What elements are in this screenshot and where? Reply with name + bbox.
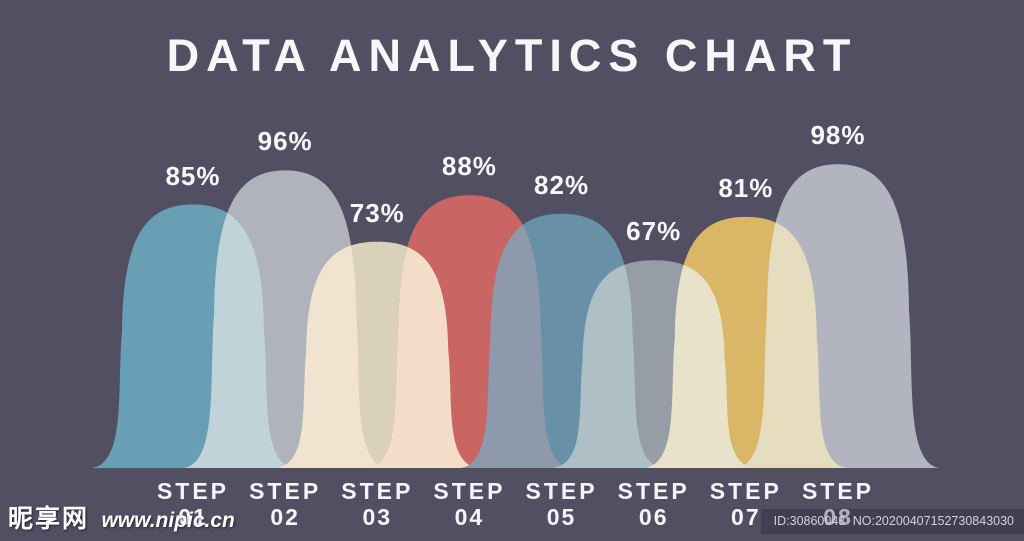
step-label-word: STEP <box>709 478 782 504</box>
step-label-08: STEP 08 <box>776 478 900 530</box>
step-label-word: STEP <box>525 478 598 504</box>
value-label-step-04: 88% <box>441 151 497 182</box>
step-label-02: STEP 02 <box>223 478 347 530</box>
watermark-id-strip: ID:30860043 NO:20200407152730843030 <box>760 509 1024 534</box>
step-label-word: STEP <box>433 478 506 504</box>
step-label-word: STEP <box>341 478 414 504</box>
step-label-number: 02 <box>270 504 300 530</box>
step-label-word: STEP <box>617 478 690 504</box>
step-label-07: STEP 07 <box>684 478 808 530</box>
value-label-step-02: 96% <box>257 126 313 157</box>
value-label-step-01: 85% <box>165 160 221 191</box>
value-label-step-07: 81% <box>718 172 774 203</box>
step-label-number: 08 <box>823 504 853 530</box>
value-label-step-03: 73% <box>349 197 405 228</box>
step-label-number: 05 <box>546 504 577 530</box>
step-label-number: 03 <box>362 504 393 530</box>
step-label-word: STEP <box>801 478 875 504</box>
step-label-word: STEP <box>249 478 322 504</box>
step-label-word: STEP <box>156 478 230 504</box>
watermark-id-text: ID:30860043 <box>773 514 846 528</box>
step-label-04: STEP 04 <box>407 478 531 530</box>
chart-title: DATA ANALYTICS CHART <box>166 30 858 81</box>
step-label-06: STEP 06 <box>592 478 716 530</box>
step-label-number: 01 <box>178 504 208 530</box>
value-label-step-05: 82% <box>534 169 590 200</box>
step-label-number: 04 <box>454 504 485 530</box>
watermark-left: 昵享网 www.nipic.cn <box>8 499 235 535</box>
value-label-step-08: 98% <box>810 120 866 151</box>
step-label-number: 06 <box>638 504 669 530</box>
watermark-site-url: www.nipic.cn <box>101 509 235 532</box>
value-label-step-06: 67% <box>626 216 682 247</box>
step-label-05: STEP 05 <box>500 478 624 530</box>
watermark-site-name: 昵享网 <box>8 505 90 533</box>
step-label-number: 07 <box>731 504 761 530</box>
watermark-no-text: NO:20200407152730843030 <box>852 514 1014 528</box>
step-label-03: STEP 03 <box>315 478 439 530</box>
step-label-01: STEP 01 <box>131 478 255 530</box>
